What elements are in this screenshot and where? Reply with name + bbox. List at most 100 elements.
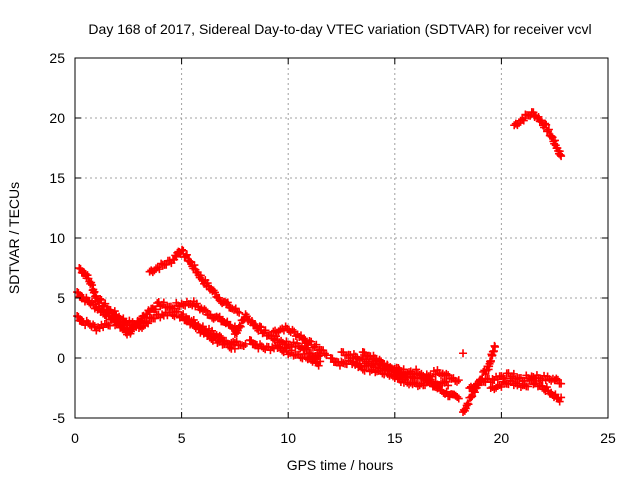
data-point	[179, 246, 188, 255]
data-point	[190, 261, 199, 270]
data-point	[255, 322, 264, 331]
data-point	[174, 307, 183, 316]
data-point	[272, 332, 281, 341]
data-point	[156, 302, 165, 311]
series-trace-10	[269, 322, 331, 360]
data-point	[275, 342, 284, 351]
data-point	[86, 279, 95, 288]
x-tick-label: 20	[494, 430, 510, 446]
data-point	[289, 338, 298, 347]
y-tick-label: 15	[49, 170, 65, 186]
y-tick-label: 0	[57, 350, 65, 366]
x-tick-label: 0	[71, 430, 79, 446]
x-tick-label: 15	[387, 430, 403, 446]
series-trace-8	[230, 310, 325, 362]
data-point	[410, 370, 419, 379]
data-point	[316, 357, 325, 366]
data-point	[76, 264, 85, 273]
data-point	[81, 269, 90, 278]
data-point	[542, 120, 551, 129]
data-point	[144, 319, 153, 328]
data-point	[399, 365, 408, 374]
data-point	[211, 333, 220, 342]
series-trace-17	[459, 349, 468, 358]
data-point	[454, 394, 463, 403]
data-point	[452, 377, 461, 386]
data-point	[216, 335, 225, 344]
data-point	[429, 367, 438, 376]
data-point	[96, 294, 105, 303]
data-point	[287, 346, 296, 355]
data-point	[557, 152, 566, 161]
data-point	[181, 301, 190, 310]
data-point	[105, 309, 114, 318]
data-point	[464, 400, 473, 409]
data-point	[151, 305, 160, 314]
data-point	[371, 368, 380, 377]
data-point	[444, 371, 453, 380]
data-point	[97, 295, 106, 304]
y-tick-label: 25	[49, 50, 65, 66]
data-point	[88, 298, 97, 307]
data-point	[192, 299, 201, 308]
series-trace-13	[358, 348, 463, 386]
data-point	[426, 371, 435, 380]
y-tick-label: 5	[57, 290, 65, 306]
data-point	[182, 250, 191, 259]
data-point	[162, 260, 171, 269]
data-point	[103, 308, 112, 317]
data-point	[557, 393, 566, 402]
data-points	[73, 108, 566, 417]
data-point	[229, 340, 238, 349]
data-point	[467, 393, 476, 402]
data-point	[278, 338, 287, 347]
series-trace-9	[245, 336, 325, 370]
data-point	[459, 349, 468, 358]
data-point	[375, 355, 384, 364]
data-point	[454, 376, 463, 385]
data-point	[98, 306, 107, 315]
data-point	[74, 288, 83, 297]
data-point	[541, 119, 550, 128]
data-point	[159, 298, 168, 307]
data-point	[181, 252, 190, 261]
data-point	[459, 405, 468, 414]
data-point	[282, 344, 291, 353]
data-point	[203, 279, 212, 288]
data-point	[288, 325, 297, 334]
data-point	[74, 312, 83, 321]
data-point	[320, 349, 329, 358]
data-point	[170, 312, 179, 321]
data-point	[358, 365, 367, 374]
data-point	[543, 127, 552, 136]
chart-title: Day 168 of 2017, Sidereal Day-to-day VTE…	[88, 21, 591, 37]
data-point	[524, 382, 533, 391]
data-point	[453, 392, 462, 401]
data-point	[300, 349, 309, 358]
series-trace-7	[177, 312, 239, 353]
data-point	[551, 390, 560, 399]
data-point	[536, 116, 545, 125]
data-point	[109, 315, 118, 324]
data-point	[307, 337, 316, 346]
series-trace-4	[124, 297, 239, 336]
data-point	[201, 306, 210, 315]
axis-ticks: 0 5 10 15 20 25 -5 0 5 10 15 20 25	[49, 50, 616, 446]
data-point	[357, 353, 366, 362]
data-point	[557, 379, 566, 388]
data-point	[235, 321, 244, 330]
series-trace-18	[510, 108, 566, 161]
data-point	[555, 397, 564, 406]
data-point	[250, 320, 259, 329]
data-point	[241, 339, 250, 348]
data-point	[150, 314, 159, 323]
data-point	[491, 342, 500, 351]
y-axis-label: SDTVAR / TECUs	[6, 182, 22, 294]
series-trace-15	[465, 369, 566, 393]
data-point	[89, 320, 98, 329]
data-point	[155, 265, 164, 274]
data-point	[172, 252, 181, 261]
series-trace-16	[486, 375, 566, 406]
x-tick-label: 5	[178, 430, 186, 446]
data-point	[235, 308, 244, 317]
